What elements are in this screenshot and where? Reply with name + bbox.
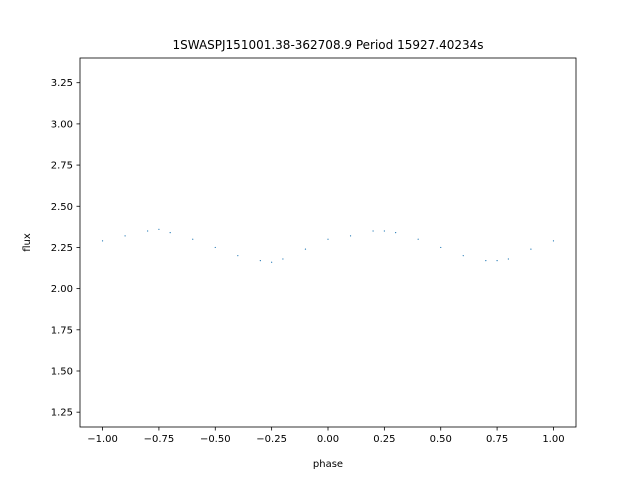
x-tick-label: 0.00 bbox=[317, 434, 339, 445]
x-tick-label: 0.50 bbox=[430, 434, 452, 445]
data-point bbox=[271, 261, 273, 263]
data-point bbox=[192, 238, 194, 240]
data-point bbox=[259, 260, 261, 262]
data-point bbox=[507, 258, 509, 260]
x-tick-label: 0.75 bbox=[486, 434, 508, 445]
data-point bbox=[417, 238, 419, 240]
data-point bbox=[147, 230, 149, 232]
scatter-points bbox=[101, 228, 555, 263]
data-point bbox=[530, 248, 532, 250]
y-tick-label: 3.25 bbox=[51, 78, 73, 89]
y-tick-label: 2.25 bbox=[51, 243, 73, 254]
chart-title: 1SWASPJ151001.38-362708.9 Period 15927.4… bbox=[172, 38, 483, 52]
data-point bbox=[395, 232, 397, 234]
data-point bbox=[304, 248, 307, 250]
x-tick-label: −0.25 bbox=[256, 434, 287, 445]
y-tick-label: 1.50 bbox=[51, 366, 73, 377]
data-point bbox=[214, 246, 216, 249]
data-point bbox=[158, 228, 160, 230]
x-axis-title: phase bbox=[313, 459, 343, 470]
y-tick-label: 3.00 bbox=[51, 119, 73, 130]
x-tick-label: −0.75 bbox=[144, 434, 175, 445]
data-point bbox=[485, 260, 487, 262]
data-point bbox=[169, 232, 171, 234]
y-tick-label: 2.00 bbox=[51, 284, 73, 295]
data-point bbox=[327, 238, 329, 240]
data-point bbox=[372, 230, 374, 232]
x-tick-label: 1.00 bbox=[542, 434, 564, 445]
data-point bbox=[440, 246, 442, 249]
x-tick-label: −1.00 bbox=[87, 434, 118, 445]
data-point bbox=[552, 240, 555, 242]
x-tick-label: −0.50 bbox=[200, 434, 231, 445]
data-point bbox=[237, 255, 239, 257]
data-point bbox=[462, 255, 464, 257]
y-axis-ticks: 1.25 1.50 1.75 2.00 2.25 2.50 2.75 3.00 3.25 bbox=[51, 78, 80, 419]
y-tick-label: 1.75 bbox=[51, 325, 73, 336]
data-point bbox=[124, 235, 126, 237]
x-tick-label: 0.25 bbox=[373, 434, 395, 445]
y-tick-label: 2.50 bbox=[51, 202, 73, 213]
data-point bbox=[101, 240, 104, 242]
data-point bbox=[282, 258, 284, 260]
data-point bbox=[496, 260, 498, 262]
y-axis-title: flux bbox=[22, 233, 33, 252]
x-axis-ticks: −1.00 −0.75 −0.50 −0.25 0.00 0.25 0.50 0.75 1.00 bbox=[87, 427, 565, 445]
y-tick-label: 2.75 bbox=[51, 161, 73, 172]
data-point bbox=[349, 235, 352, 237]
y-tick-label: 1.25 bbox=[51, 408, 73, 419]
data-point bbox=[383, 230, 385, 232]
